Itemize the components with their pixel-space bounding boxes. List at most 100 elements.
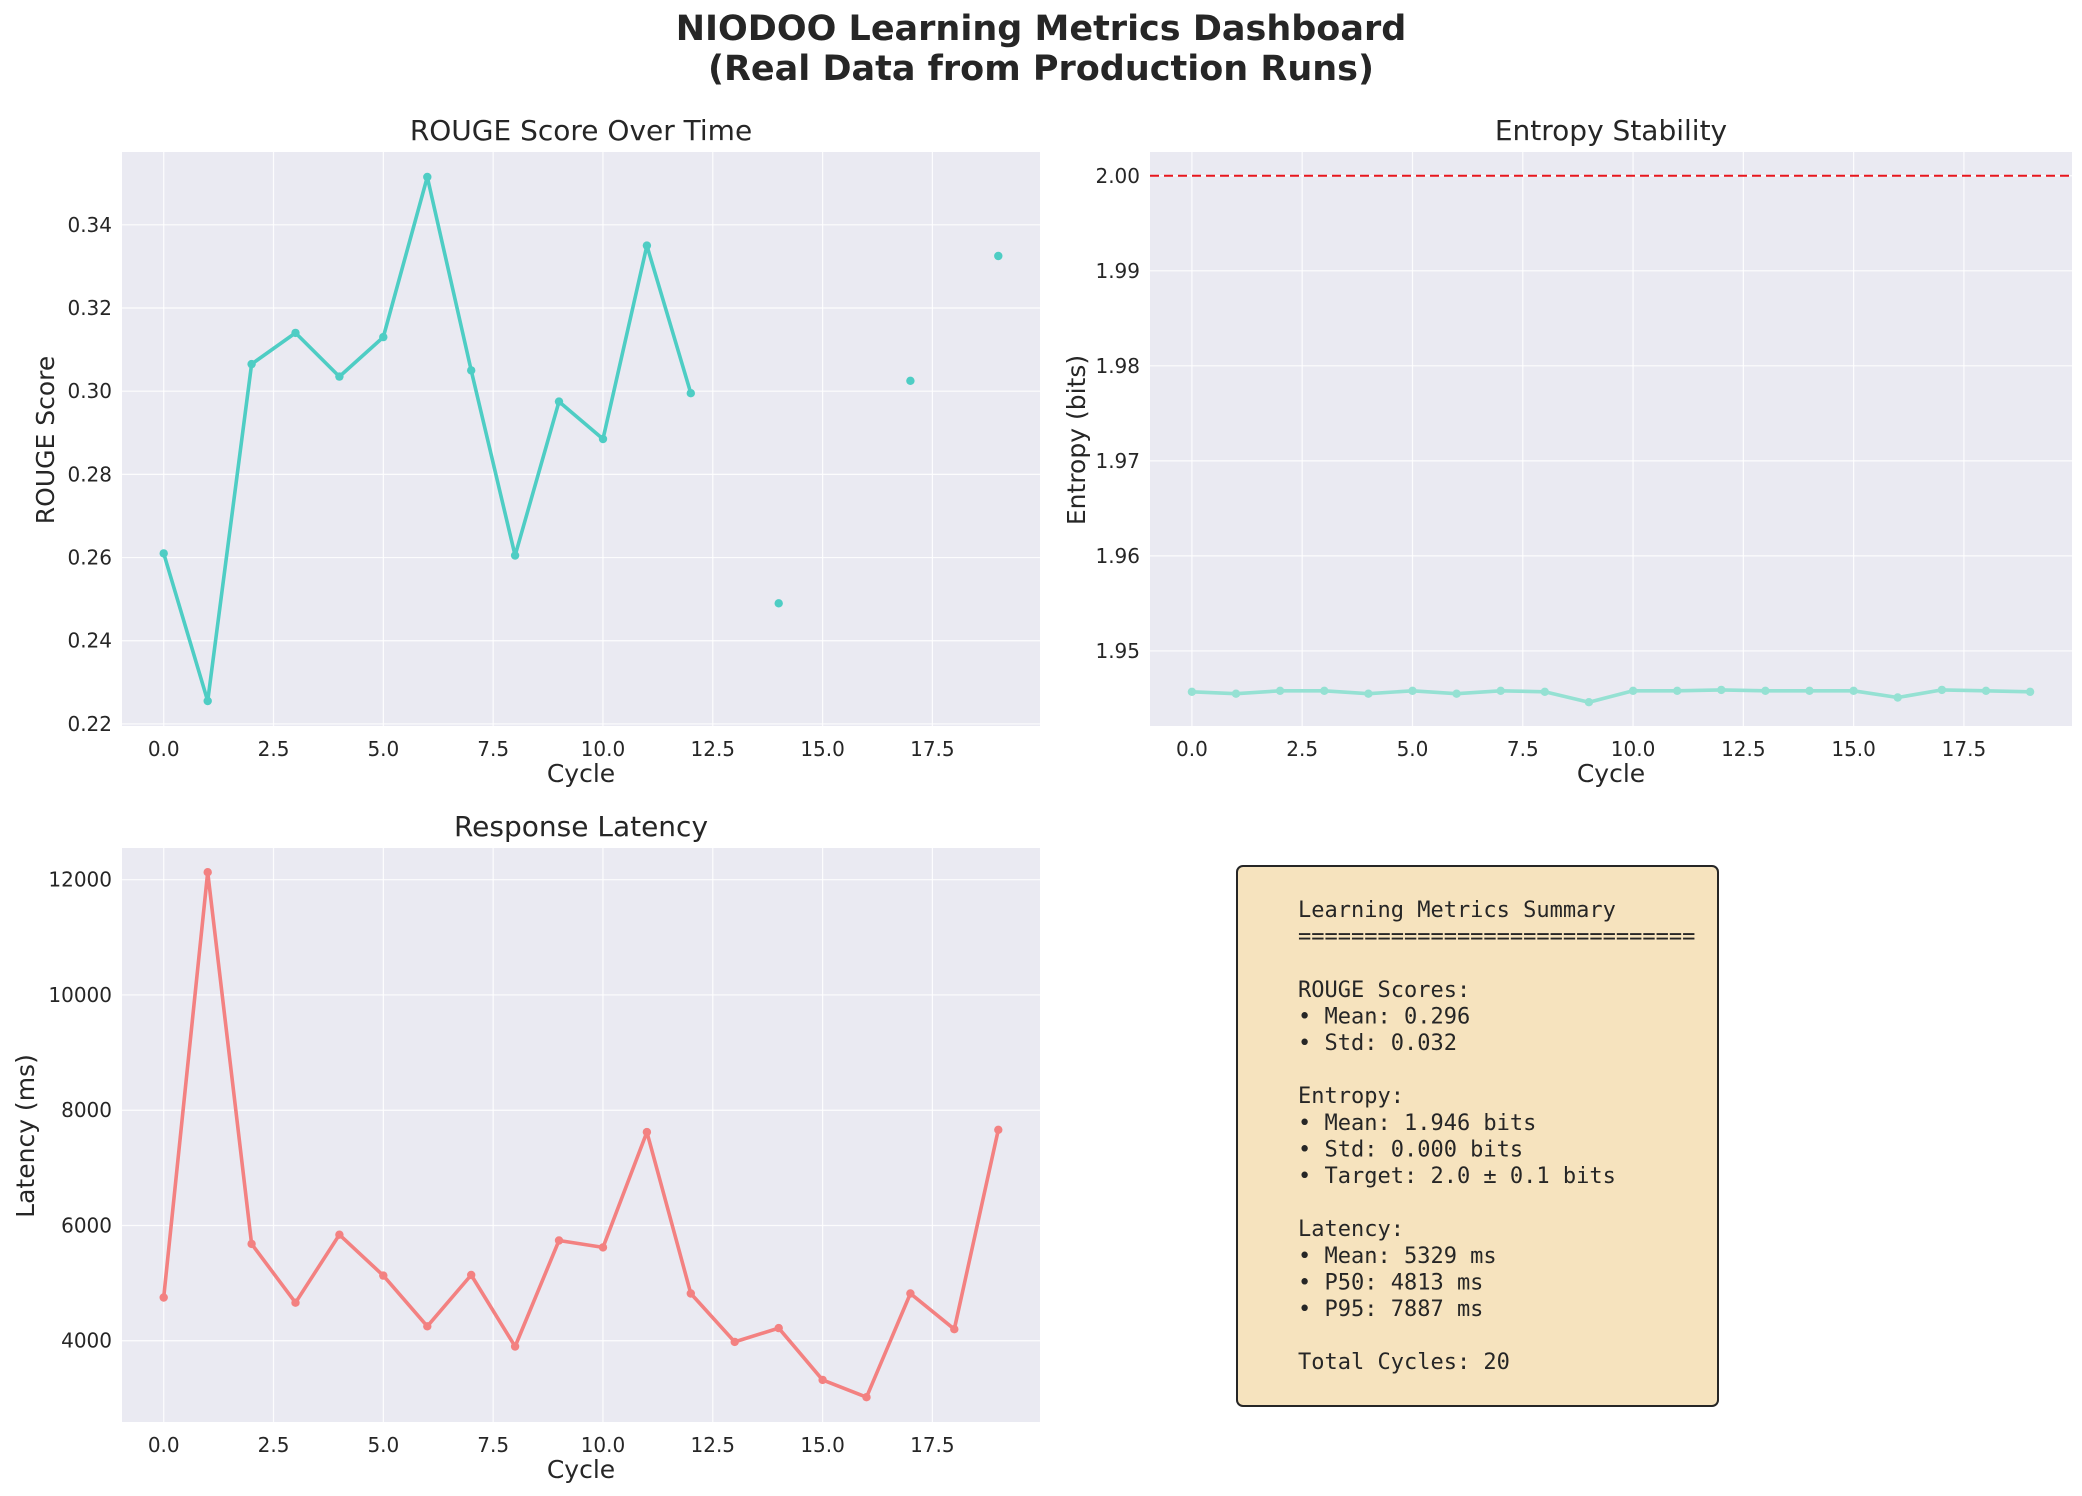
latency-data-point [598,1243,608,1252]
summary-line: ROUGE Scores: [1298,978,1470,1003]
entropy-data-point [1540,687,1550,696]
rouge-data-point [379,332,388,342]
summary-line: Total Cycles: 20 [1298,1350,1510,1375]
rouge-x-tick-label: 5.0 [367,737,399,761]
entropy-x-tick-label: 0.0 [1176,737,1208,761]
latency-data-point [554,1236,564,1245]
latency-data-point [818,1375,827,1385]
latency-x-tick-label: 17.5 [910,1433,955,1457]
entropy-chart-title: Entropy Stability [1495,114,1727,147]
entropy-y-tick-label: 1.96 [1095,544,1140,568]
latency-grid [122,848,1040,1422]
entropy-x-tick-label: 12.5 [1721,737,1766,761]
rouge-plot-area [122,152,1040,726]
entropy-y-tick-label: 1.95 [1095,639,1140,663]
rouge-data-point [159,549,168,558]
rouge-x-tick-label: 7.5 [477,737,509,761]
rouge-data-point [203,696,212,706]
entropy-x-tick-label: 17.5 [1942,737,1987,761]
summary-line: • P95: 7887 ms [1298,1297,1483,1322]
summary-line: ============================== [1298,925,1695,950]
summary-line: Latency: [1298,1217,1404,1242]
entropy-data-point [1628,686,1638,695]
entropy-data-point [1231,689,1241,698]
entropy-x-axis-label: Cycle [1577,759,1645,788]
entropy-chart-panel: 0.0 2.5 5.0 7.5 10.0 12.5 15.0 17.5 1.95 1.96 1.97… [1062,114,2072,788]
entropy-data-point [1849,686,1858,695]
entropy-data-point [2025,687,2035,696]
entropy-data-point [1496,686,1505,695]
rouge-data-point [467,366,476,375]
rouge-x-axis-label: Cycle [547,759,615,788]
entropy-data-point [1364,689,1373,698]
entropy-series-line [1191,688,2031,705]
rouge-data-point [247,359,256,369]
entropy-data-point [1805,686,1814,695]
rouge-x-tick-label: 2.5 [258,737,290,761]
entropy-data-point [1275,686,1285,695]
rouge-data-point [291,328,300,338]
rouge-data-point [906,376,915,385]
entropy-data-point [1717,685,1726,695]
rouge-y-tick-label: 0.24 [67,629,112,653]
rouge-y-tick-label: 0.34 [67,213,112,237]
entropy-data-point [1584,698,1594,707]
rouge-chart-title: ROUGE Score Over Time [410,114,752,147]
rouge-data-point [686,389,695,398]
entropy-ticks: 0.0 2.5 5.0 7.5 10.0 12.5 15.0 17.5 1.95 1.96 1.97… [1095,164,1986,761]
entropy-data-point [1937,685,1947,695]
rouge-marks [159,172,1003,706]
entropy-data-point [1673,686,1682,695]
latency-x-tick-label: 12.5 [691,1433,736,1457]
latency-data-point [950,1325,959,1334]
summary-box [1236,865,1719,1407]
rouge-data-point [335,372,344,381]
entropy-data-point [1981,686,1991,695]
latency-data-point [291,1298,300,1307]
rouge-x-tick-label: 10.0 [581,737,626,761]
latency-data-point [730,1337,739,1347]
latency-y-tick-label: 8000 [61,1098,112,1122]
rouge-chart-panel: 0.0 2.5 5.0 7.5 10.0 12.5 15.0 17.5 0.22 0.24 0.26… [31,114,1040,788]
figure-subtitle: (Real Data from Production Runs) [708,49,1374,89]
latency-data-point [159,1293,168,1302]
entropy-y-tick-label: 1.98 [1095,354,1140,378]
rouge-data-point [598,434,608,444]
summary-line: • P50: 4813 ms [1298,1270,1483,1295]
latency-chart-title: Response Latency [454,810,708,843]
summary-line: Learning Metrics Summary [1298,898,1616,923]
latency-x-tick-label: 0.0 [148,1433,180,1457]
summary-line: • Target: 2.0 ± 0.1 bits [1298,1164,1616,1189]
rouge-data-point [774,599,783,608]
rouge-y-axis-label: ROUGE Score [31,356,60,524]
latency-x-tick-label: 10.0 [581,1433,626,1457]
entropy-data-point [1408,686,1417,695]
rouge-y-tick-label: 0.28 [67,462,112,486]
rouge-y-tick-label: 0.26 [67,546,112,570]
rouge-grid [122,152,1040,726]
latency-data-point [774,1323,783,1333]
latency-data-point [467,1270,476,1280]
rouge-data-point [642,241,652,250]
latency-data-point [906,1289,915,1298]
rouge-ticks: 0.0 2.5 5.0 7.5 10.0 12.5 15.0 17.5 0.22 0.24 0.26… [67,213,954,761]
entropy-data-point [1452,689,1461,698]
rouge-x-tick-label: 17.5 [910,737,955,761]
rouge-x-tick-label: 0.0 [148,737,180,761]
latency-data-point [510,1342,520,1351]
latency-y-tick-label: 10000 [48,983,112,1007]
latency-x-tick-label: 5.0 [367,1433,399,1457]
entropy-x-tick-label: 5.0 [1397,737,1429,761]
entropy-grid [1150,152,2072,726]
latency-data-point [994,1125,1003,1135]
entropy-x-tick-label: 7.5 [1507,737,1539,761]
summary-line: • Mean: 1.946 bits [1298,1111,1536,1136]
latency-plot-area [122,848,1040,1422]
summary-line: • Std: 0.032 [1298,1031,1457,1056]
latency-data-point [379,1271,388,1280]
rouge-x-tick-label: 15.0 [800,737,845,761]
entropy-y-tick-label: 1.99 [1095,259,1140,283]
entropy-data-point [1320,686,1329,695]
entropy-x-tick-label: 15.0 [1831,737,1876,761]
